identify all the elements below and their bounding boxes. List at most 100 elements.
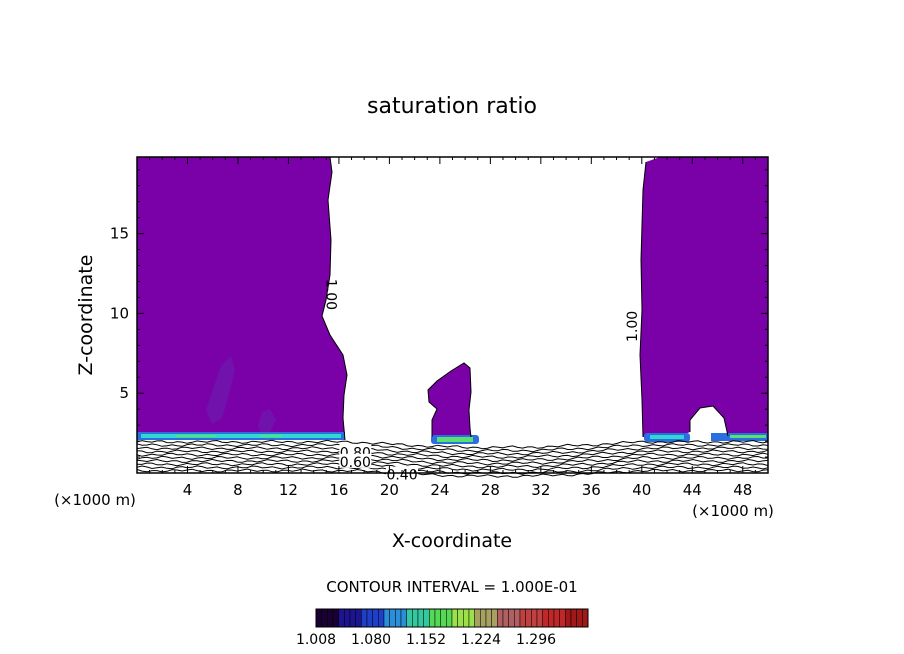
contour-line — [136, 458, 769, 469]
x-axis-ticks: 4 8 12 16 20 24 28 32 36 40 44 48 — [149, 157, 756, 499]
y-tick-label: 5 — [119, 384, 129, 402]
colorbar-cell — [321, 608, 328, 628]
contour-label: 1.00 — [625, 311, 641, 342]
colorbar-cell — [434, 608, 441, 628]
contour-line-1.00-middle — [427, 362, 472, 438]
base-band-cyan-left — [141, 434, 341, 438]
colorbar-cell — [338, 608, 345, 628]
base-band-green-right2 — [730, 435, 766, 438]
y-axis-ticks: 5 10 15 — [110, 169, 768, 458]
colorbar-cell — [451, 608, 458, 628]
x-tick-label: 4 — [183, 481, 193, 499]
colorbar-cell — [463, 608, 470, 628]
contour-interval-text: CONTOUR INTERVAL = 1.000E-01 — [326, 578, 577, 596]
colorbar-cell — [395, 608, 402, 628]
colorbar-cell — [327, 608, 334, 628]
colorbar-cell — [519, 608, 526, 628]
colorbar-cell — [497, 608, 504, 628]
contour-labels: 1.001.000.800.600.40 — [322, 279, 641, 484]
colorbar-cell — [553, 608, 560, 628]
colorbar-cell — [508, 608, 515, 628]
colorbar-cell — [582, 608, 589, 628]
colorbar-cell — [423, 608, 430, 628]
x-tick-label: 16 — [329, 481, 348, 499]
colorbar-cell — [514, 608, 521, 628]
contour-line — [136, 439, 769, 450]
colorbar-cell — [548, 608, 555, 628]
colorbar-cell — [468, 608, 475, 628]
colorbar-cell — [372, 608, 379, 628]
base-band-cyan-right — [650, 435, 684, 439]
colorbar-cell — [525, 608, 532, 628]
colorbar-cell — [366, 608, 373, 628]
contour-line — [136, 446, 769, 456]
contour-label: 0.60 — [340, 455, 371, 471]
contour-line-1.00-right — [639, 161, 729, 438]
contour-line — [136, 468, 769, 478]
colorbar — [315, 608, 589, 628]
colorbar-cell — [559, 608, 566, 628]
x-unit-label-right: (×1000 m) — [692, 502, 774, 520]
colorbar-tick-label: 1.296 — [516, 632, 556, 648]
contour-line — [136, 455, 769, 466]
colorbar-cell — [400, 608, 407, 628]
x-tick-label: 48 — [733, 481, 752, 499]
colorbar-cell — [474, 608, 481, 628]
colorbar-cell — [542, 608, 549, 628]
x-tick-label: 8 — [233, 481, 243, 499]
contour-line — [136, 449, 769, 459]
colorbar-cell — [383, 608, 390, 628]
y-tick-label: 15 — [110, 225, 129, 243]
chart-title: saturation ratio — [367, 94, 537, 119]
base-band-green-left — [176, 435, 216, 437]
y-axis-label: Z-coordinate — [75, 255, 97, 376]
colorbar-cell — [536, 608, 543, 628]
colorbar-tick-label: 1.224 — [461, 632, 501, 648]
colorbar-tick-label: 1.080 — [351, 632, 391, 648]
x-tick-label: 36 — [582, 481, 601, 499]
faint-inner-region — [206, 356, 235, 424]
colorbar-cell — [332, 608, 339, 628]
colorbar-cell — [440, 608, 447, 628]
base-band-green-left2 — [260, 435, 282, 437]
colorbar-cell — [502, 608, 509, 628]
contour-label-bg — [339, 453, 372, 468]
base-band-green-mid — [437, 437, 473, 442]
colorbar-cell — [349, 608, 356, 628]
colorbar-cell — [565, 608, 572, 628]
colorbar-cell — [344, 608, 351, 628]
contour-line — [136, 452, 769, 463]
colorbar-tick-labels: 1.008 1.080 1.152 1.224 1.296 — [296, 632, 556, 648]
colorbar-cell — [406, 608, 413, 628]
colorbar-tick-label: 1.008 — [296, 632, 336, 648]
faint-inner-region-small — [258, 409, 276, 434]
colorbar-cell — [412, 608, 419, 628]
x-tick-label: 32 — [531, 481, 550, 499]
cloud-base-bands — [137, 432, 768, 444]
colorbar-frame — [315, 608, 589, 628]
colorbar-cell — [429, 608, 436, 628]
contour-line-1.00-left — [321, 156, 348, 441]
colorbar-cell — [457, 608, 464, 628]
colorbar-cell — [378, 608, 385, 628]
x-tick-label: 12 — [279, 481, 298, 499]
colorbar-cell — [576, 608, 583, 628]
colorbar-cell — [446, 608, 453, 628]
x-tick-label: 44 — [683, 481, 702, 499]
colorbar-cell — [417, 608, 424, 628]
colorbar-cell — [361, 608, 368, 628]
colorbar-cell — [491, 608, 498, 628]
colorbar-cell — [355, 608, 362, 628]
x-axis-label: X-coordinate — [392, 530, 512, 552]
contour-label: 0.40 — [386, 468, 417, 484]
x-unit-label-left: (×1000 m) — [54, 491, 136, 509]
colorbar-cell — [480, 608, 487, 628]
colorbar-tick-label: 1.152 — [406, 632, 446, 648]
x-tick-label: 20 — [380, 481, 399, 499]
x-tick-label: 40 — [632, 481, 651, 499]
saturated-regions — [137, 157, 768, 437]
colorbar-cell — [531, 608, 538, 628]
colorbar-cell — [389, 608, 396, 628]
colorbar-cell — [315, 608, 322, 628]
